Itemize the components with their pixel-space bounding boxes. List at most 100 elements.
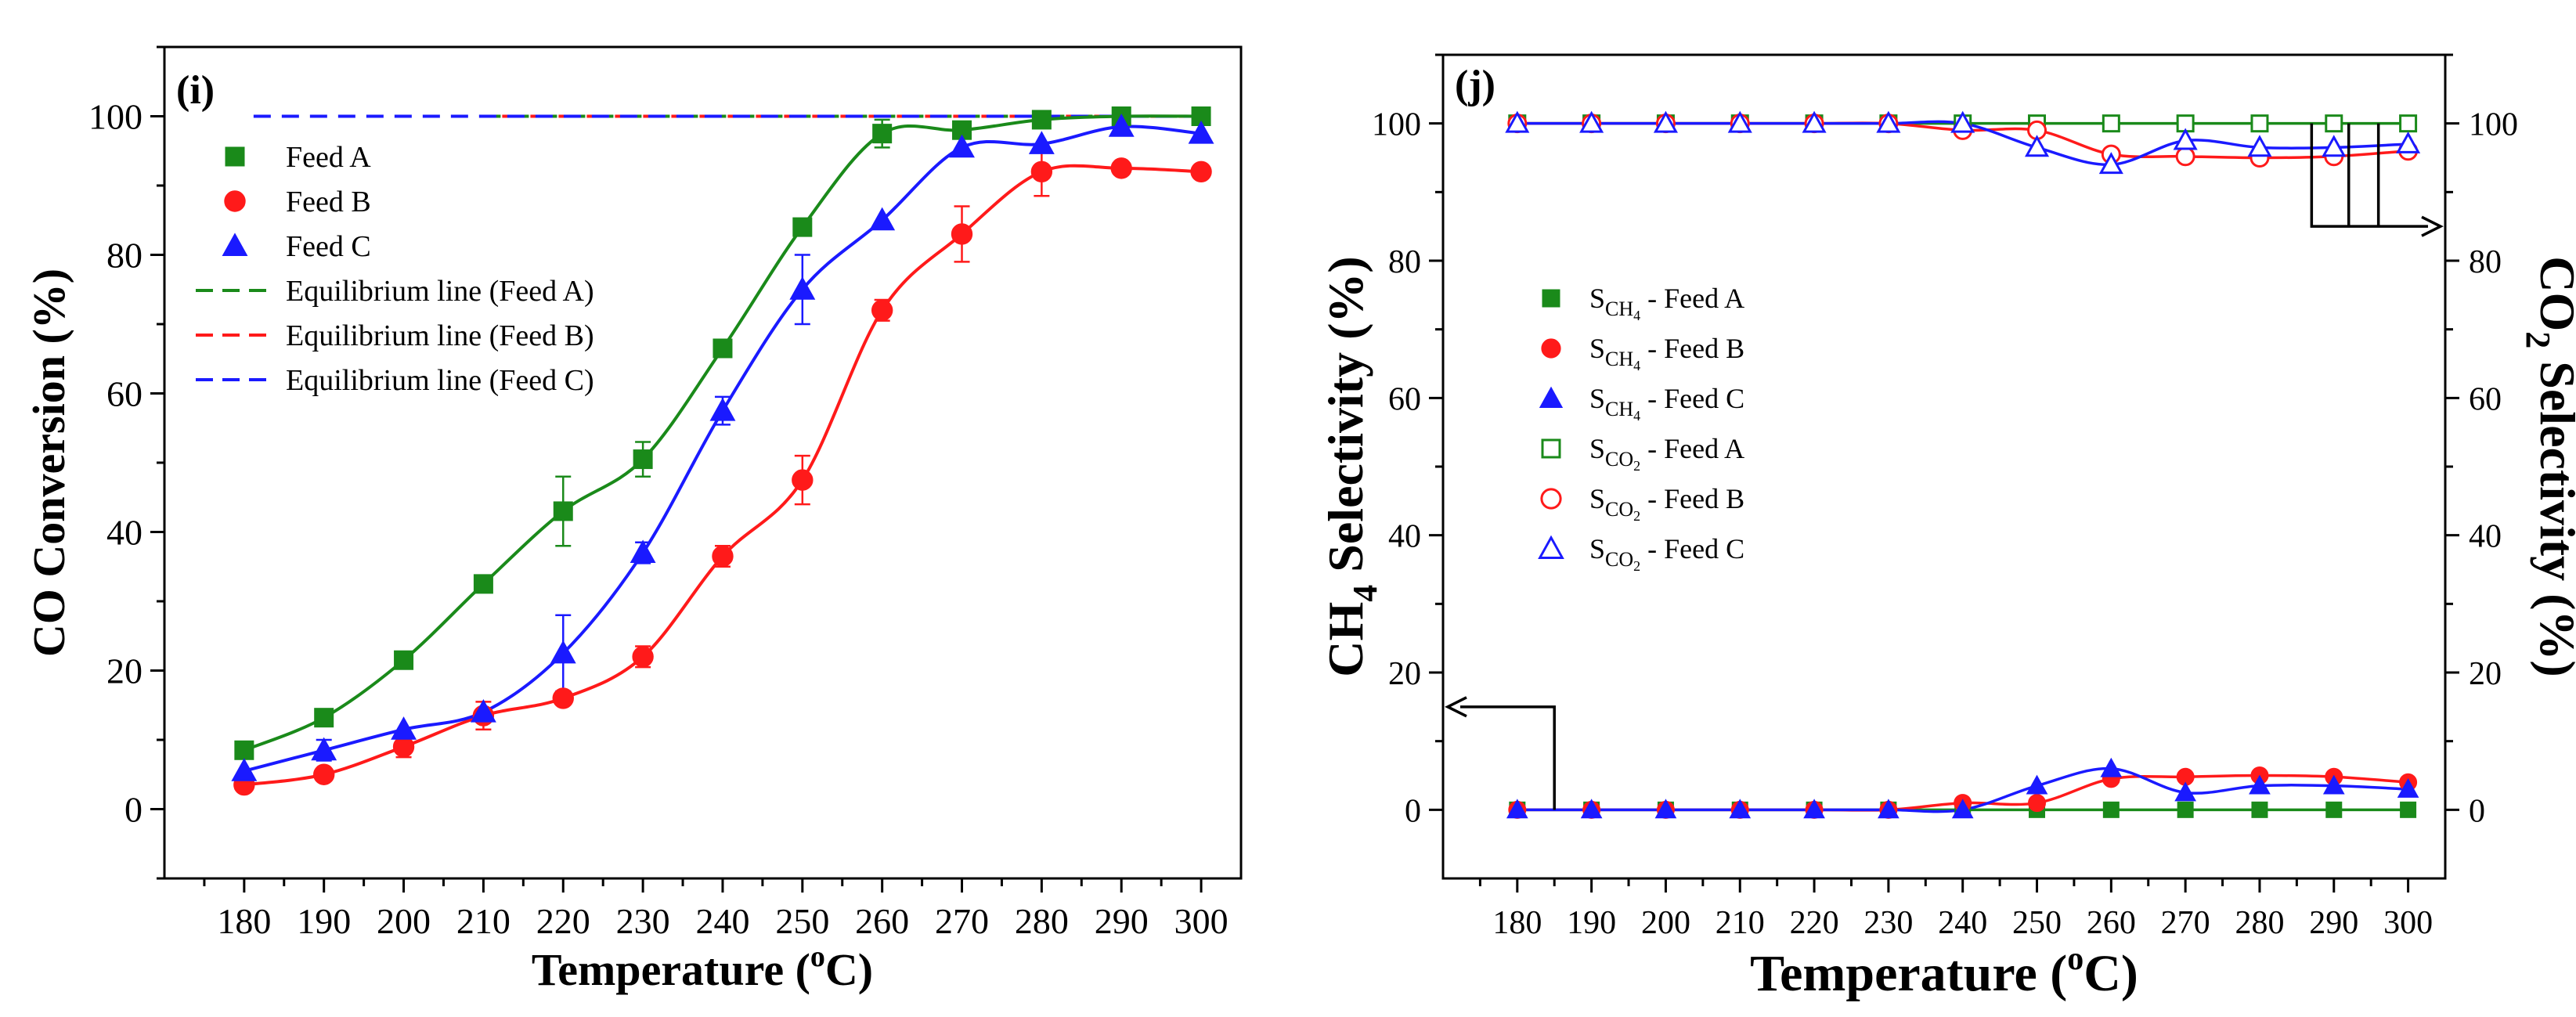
x-tick-label-i: 250 bbox=[775, 901, 829, 941]
panel-label-i: (i) bbox=[176, 68, 215, 113]
x-tick-label-i: 200 bbox=[377, 901, 431, 941]
data-point bbox=[234, 740, 254, 760]
data-point bbox=[2174, 781, 2196, 802]
x-tick-label-i: 210 bbox=[456, 901, 511, 941]
legend-label: Feed C bbox=[286, 230, 371, 263]
legend-label: SCH4 - Feed A bbox=[1589, 283, 1744, 323]
y-axis-label-i: CO Conversion (%) bbox=[23, 269, 74, 657]
data-point bbox=[949, 134, 975, 158]
legend-label: Equilibrium line (Feed C) bbox=[286, 364, 594, 397]
x-tick-label-i: 240 bbox=[695, 901, 749, 941]
y-axis-ticks-j-right: 0 20 40 60 80 100 bbox=[2445, 53, 2518, 829]
data-point bbox=[550, 640, 576, 664]
y-tick-label-i: 80 bbox=[106, 236, 143, 276]
data-point bbox=[1108, 114, 1135, 137]
data-point bbox=[1654, 799, 1677, 819]
y-tick-label-j-left: 100 bbox=[1372, 107, 1421, 143]
data-point bbox=[470, 698, 496, 723]
data-point bbox=[2100, 757, 2123, 777]
y-tick-label-j-right: 20 bbox=[2469, 656, 2502, 692]
x-tick-label-j: 240 bbox=[1938, 905, 1987, 941]
data-point bbox=[314, 708, 334, 728]
x-axis-ticks-j: 180 190 200 210 220 230 240 250 260 270 280 290 300 bbox=[1478, 878, 2433, 941]
legend-label: Feed B bbox=[286, 186, 371, 218]
data-point bbox=[1951, 799, 1974, 819]
x-tick-label-j: 180 bbox=[1492, 905, 1542, 941]
right-axis-arrow bbox=[2310, 123, 2428, 228]
x-tick-label-j: 200 bbox=[1641, 905, 1690, 941]
x-tick-label-i: 280 bbox=[1015, 901, 1069, 941]
data-point bbox=[2399, 114, 2418, 133]
y-tick-label-i: 20 bbox=[106, 651, 143, 691]
data-point bbox=[789, 276, 816, 300]
y-axis-ticks-j-left: 0 20 40 60 80 100 bbox=[1372, 53, 1443, 829]
legend-marker bbox=[1541, 438, 1561, 459]
x-tick-label-i: 190 bbox=[297, 901, 351, 941]
data-point bbox=[871, 299, 893, 321]
data-point bbox=[1802, 110, 1827, 133]
data-point bbox=[311, 737, 337, 761]
data-point bbox=[2325, 114, 2343, 133]
data-point bbox=[1950, 110, 1975, 133]
x-tick-label-i: 230 bbox=[616, 901, 670, 941]
legend-label: SCO2 - Feed B bbox=[1589, 483, 1744, 524]
x-tick-label-i: 270 bbox=[935, 901, 989, 941]
data-point bbox=[2247, 135, 2272, 157]
legend-label: SCH4 - Feed C bbox=[1589, 383, 1744, 424]
data-point bbox=[2322, 774, 2345, 795]
y-tick-label-i: 100 bbox=[88, 97, 143, 137]
data-point bbox=[1878, 799, 1900, 819]
data-point bbox=[1505, 110, 1530, 133]
x-tick-label-i: 220 bbox=[536, 901, 590, 941]
x-tick-label-j: 290 bbox=[2309, 905, 2358, 941]
x-tick-label-j: 300 bbox=[2383, 905, 2433, 941]
y-tick-label-j-left: 80 bbox=[1388, 244, 1421, 280]
y-tick-label-i: 0 bbox=[124, 790, 143, 830]
data-point bbox=[872, 124, 893, 144]
x-tick-label-j: 210 bbox=[1716, 905, 1765, 941]
x-axis-label-i: Temperature (oC) bbox=[532, 940, 873, 995]
x-tick-label-i: 180 bbox=[217, 901, 271, 941]
fit-curve bbox=[244, 164, 1202, 787]
y-tick-label-j-right: 40 bbox=[2469, 519, 2502, 555]
error-bars-i bbox=[316, 118, 1050, 762]
x-tick-label-j: 190 bbox=[1567, 905, 1616, 941]
data-point bbox=[1653, 110, 1678, 133]
legend-marker bbox=[1540, 488, 1562, 510]
data-point bbox=[2177, 801, 2194, 818]
data-point bbox=[1188, 120, 1214, 144]
plot-frame-j bbox=[1441, 53, 2447, 880]
x-tick-label-i: 260 bbox=[855, 901, 909, 941]
data-point bbox=[709, 397, 736, 421]
data-point bbox=[951, 223, 973, 245]
data-point bbox=[869, 207, 896, 231]
data-point bbox=[712, 545, 734, 568]
legend-marker bbox=[1541, 338, 1561, 359]
x-axis-ticks-i: 180 190 200 210 220 230 240 250 260 270 280 290 300 bbox=[203, 878, 1228, 941]
data-point bbox=[2322, 135, 2347, 157]
data-point bbox=[1028, 131, 1055, 154]
data-point bbox=[1580, 799, 1603, 819]
data-point bbox=[2251, 801, 2268, 818]
data-point bbox=[1729, 799, 1752, 819]
data-point bbox=[630, 539, 656, 564]
legend-marker bbox=[224, 190, 246, 212]
y-axis-label-j-left: CH4 Selectivity (%) bbox=[1318, 256, 1384, 676]
data-point bbox=[1031, 110, 1052, 130]
legend-label: SCO2 - Feed A bbox=[1589, 433, 1744, 474]
legend-label: SCH4 - Feed B bbox=[1589, 333, 1744, 373]
legend-label: Feed A bbox=[286, 141, 371, 174]
y-tick-label-j-right: 100 bbox=[2469, 107, 2518, 143]
y-tick-label-i: 40 bbox=[106, 513, 143, 553]
legend-i: Feed A Feed B Feed C Equilibrium line (Feed… bbox=[196, 141, 594, 397]
x-tick-label-i: 300 bbox=[1174, 901, 1228, 941]
data-point bbox=[313, 763, 335, 785]
data-point bbox=[792, 469, 814, 491]
legend-marker bbox=[1539, 386, 1564, 408]
data-point bbox=[1579, 110, 1604, 133]
x-tick-label-j: 270 bbox=[2161, 905, 2210, 941]
data-point bbox=[1727, 110, 1752, 133]
right-axis-arrowhead bbox=[2421, 215, 2444, 237]
x-tick-label-j: 230 bbox=[1863, 905, 1913, 941]
chart-panel-j: (j) 180 190 200 210 220 230 240 250 260 270 280 290… bbox=[1318, 53, 2576, 1002]
